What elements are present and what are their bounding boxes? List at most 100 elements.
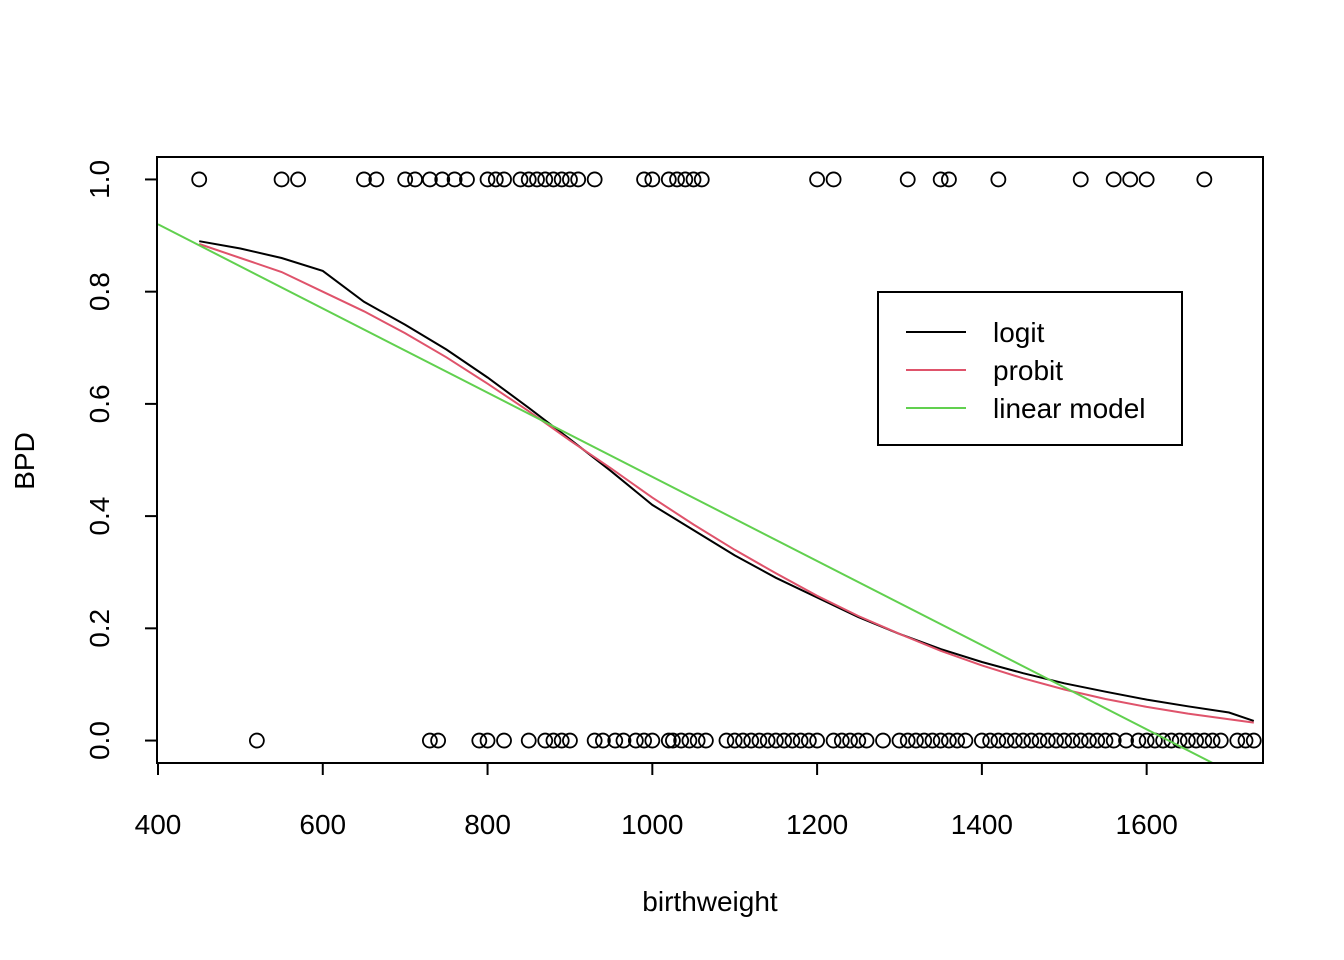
y-tick-label: 0.8 [84, 272, 115, 311]
data-point-bpd-0 [1105, 732, 1122, 749]
data-point-bpd-0 [1212, 732, 1229, 749]
data-point-bpd-1 [479, 171, 496, 188]
data-point-bpd-0 [1081, 732, 1097, 749]
data-point-bpd-0 [594, 732, 611, 749]
data-point-bpd-1 [421, 171, 438, 188]
data-point-bpd-1 [562, 171, 578, 188]
data-point-bpd-1 [537, 171, 554, 188]
data-point-bpd-0 [1015, 732, 1031, 749]
legend-label-linear-model: linear model [993, 393, 1146, 424]
data-point-bpd-0 [1130, 732, 1147, 749]
y-tick-label: 1.0 [84, 160, 115, 199]
data-point-bpd-1 [487, 171, 504, 188]
data-point-bpd-1 [397, 171, 414, 188]
data-point-bpd-1 [1072, 171, 1089, 188]
y-ticks: 0.0 0.2 0.4 0.6 0.8 1.0 [84, 160, 157, 760]
legend-box [877, 291, 1183, 446]
data-point-bpd-0 [875, 732, 891, 749]
data-point-bpd-0 [248, 732, 265, 749]
data-point-bpd-0 [809, 732, 826, 749]
data-point-bpd-0 [496, 732, 512, 749]
data-point-bpd-0 [759, 732, 776, 749]
x-tick-label: 600 [299, 809, 346, 840]
y-axis: 0.0 0.2 0.4 0.6 0.8 1.0 [84, 160, 158, 760]
data-point-bpd-1 [434, 171, 451, 188]
data-point-bpd-0 [1188, 732, 1204, 749]
data-point-bpd-0 [421, 732, 438, 749]
data-point-bpd-0 [586, 732, 603, 749]
data-point-bpd-0 [957, 732, 974, 749]
data-point-bpd-0 [726, 732, 743, 749]
data-point-bpd-1 [1138, 171, 1155, 188]
data-point-bpd-0 [751, 732, 768, 749]
data-point-bpd-0 [673, 732, 690, 749]
data-point-bpd-0 [636, 732, 652, 749]
data-point-bpd-0 [1048, 732, 1064, 749]
data-point-bpd-0 [562, 732, 578, 749]
data-point-bpd-0 [908, 732, 924, 749]
data-point-bpd-0 [743, 732, 760, 749]
data-point-bpd-0 [1229, 732, 1246, 749]
data-point-bpd-0 [850, 732, 867, 749]
data-point-bpd-1 [512, 171, 529, 188]
data-point-bpd-1 [520, 171, 537, 188]
data-point-bpd-1 [1105, 171, 1122, 188]
data-point-bpd-1 [1196, 171, 1213, 188]
data-point-bpd-0 [1118, 732, 1134, 749]
series-line-linear-model [158, 223, 1213, 762]
data-point-bpd-1 [677, 171, 694, 188]
data-point-bpd-0 [553, 732, 570, 749]
legend: logit probit linear model [877, 291, 1183, 446]
data-point-bpd-0 [982, 732, 999, 749]
y-tick-label: 0.2 [84, 609, 115, 648]
data-point-bpd-0 [1023, 732, 1040, 749]
data-point-bpd-0 [697, 732, 714, 749]
x-tick-label: 1000 [621, 809, 683, 840]
data-point-bpd-0 [1204, 732, 1221, 749]
data-point-bpd-0 [1163, 732, 1180, 749]
data-point-bpd-0 [768, 732, 784, 749]
data-point-bpd-0 [1064, 732, 1081, 749]
legend-label-logit: logit [993, 317, 1045, 348]
data-point-bpd-0 [792, 732, 809, 749]
data-point-bpd-1 [459, 171, 475, 188]
data-point-bpd-0 [1237, 732, 1254, 749]
y-tick-label: 0.4 [84, 497, 115, 536]
data-point-bpd-0 [784, 732, 801, 749]
data-point-bpd-1 [636, 171, 652, 188]
x-tick-label: 1400 [951, 809, 1013, 840]
data-point-bpd-1 [809, 171, 826, 188]
data-point-bpd-0 [1245, 732, 1262, 749]
data-point-bpd-0 [644, 732, 661, 749]
data-point-bpd-0 [681, 732, 698, 749]
data-point-bpd-1 [446, 171, 463, 188]
data-point-bpd-1 [290, 171, 306, 188]
data-point-bpd-0 [627, 732, 644, 749]
data-point-bpd-0 [607, 732, 624, 749]
data-point-bpd-1 [368, 171, 385, 188]
data-point-bpd-1 [644, 171, 661, 188]
data-point-bpd-1 [825, 171, 842, 188]
data-point-bpd-0 [924, 732, 941, 749]
data-point-bpd-0 [800, 732, 817, 749]
data-point-bpd-1 [356, 171, 372, 188]
x-tick-label: 1200 [786, 809, 848, 840]
data-point-bpd-0 [1039, 732, 1056, 749]
data-point-bpd-0 [1031, 732, 1048, 749]
data-point-bpd-0 [916, 732, 933, 749]
x-tick-label: 1600 [1116, 809, 1178, 840]
x-tick-label: 400 [135, 809, 182, 840]
data-point-bpd-0 [537, 732, 554, 749]
data-point-bpd-1 [586, 171, 603, 188]
legend-label-probit: probit [993, 355, 1063, 386]
data-point-bpd-1 [669, 171, 685, 188]
plot-content [158, 171, 1262, 762]
series-line-probit [198, 243, 1254, 724]
data-point-bpd-0 [776, 732, 793, 749]
data-point-bpd-0 [1179, 732, 1196, 749]
data-point-bpd-1 [932, 171, 949, 188]
series-line-logit [199, 240, 1255, 722]
data-point-bpd-0 [973, 732, 990, 749]
